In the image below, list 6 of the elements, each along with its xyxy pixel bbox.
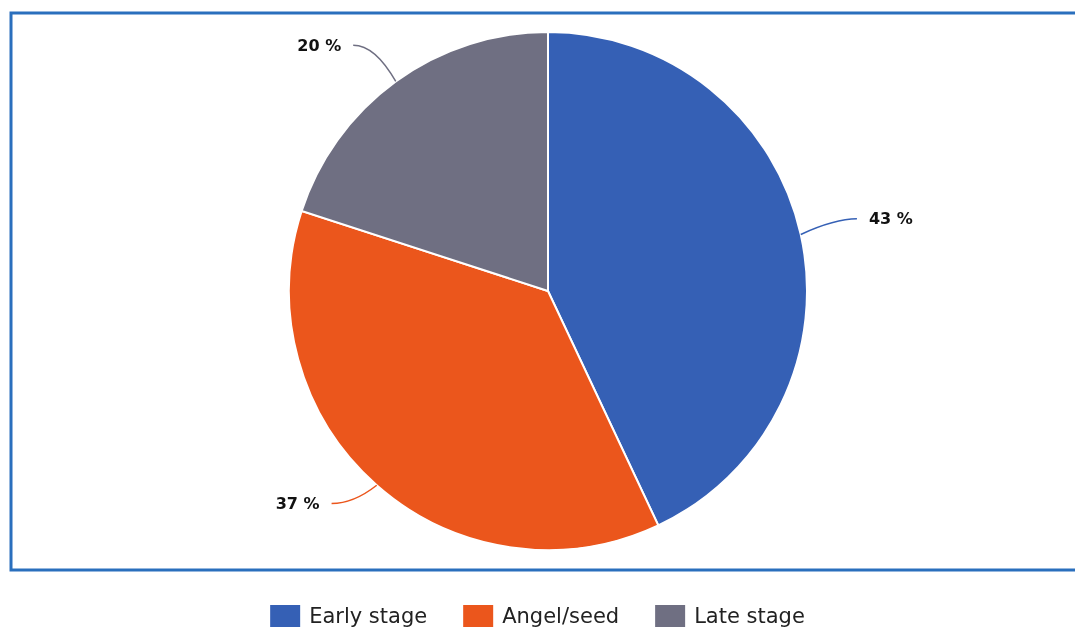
legend-label: Early stage: [309, 604, 428, 629]
legend-label: Late stage: [694, 604, 805, 629]
data-label: 37 %: [275, 494, 320, 514]
data-label: 20 %: [297, 35, 342, 55]
data-label: 43 %: [868, 209, 913, 229]
legend-label: Angel/seed: [502, 604, 620, 629]
